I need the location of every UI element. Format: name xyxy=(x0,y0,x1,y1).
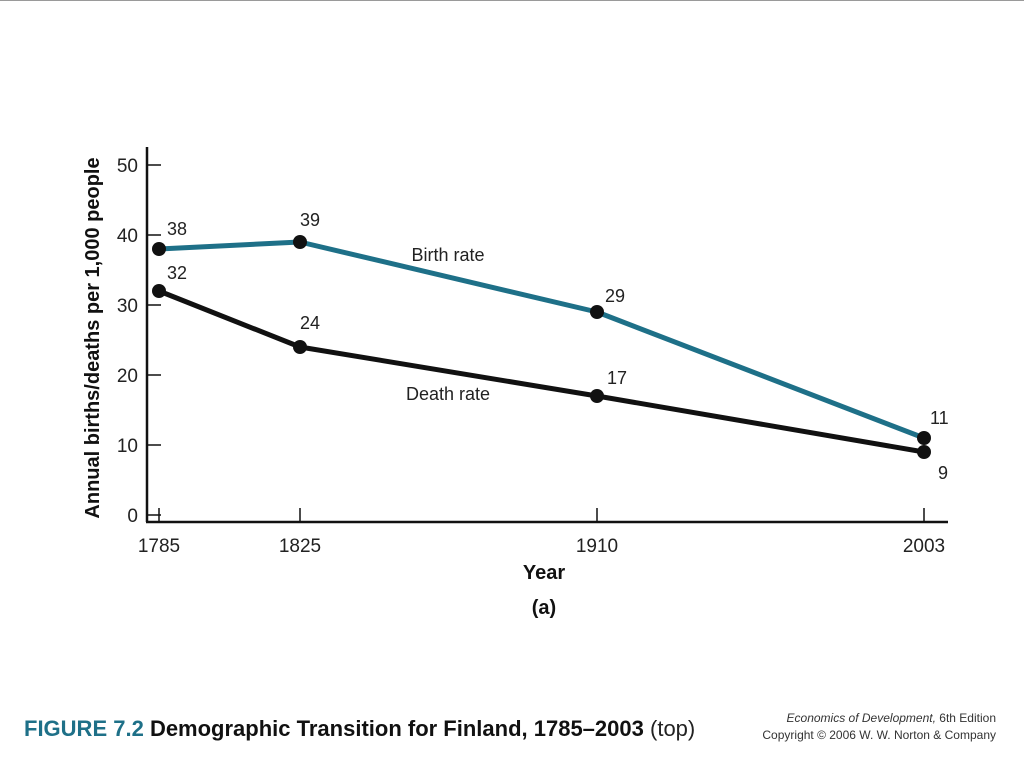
series-label: Birth rate xyxy=(411,245,484,265)
data-point xyxy=(917,431,931,445)
series-label: Death rate xyxy=(406,384,490,404)
figure-caption: FIGURE 7.2 Demographic Transition for Fi… xyxy=(24,716,695,742)
figure-number: FIGURE 7.2 xyxy=(24,716,144,741)
data-label: 29 xyxy=(605,286,625,306)
data-point xyxy=(293,235,307,249)
top-border xyxy=(0,0,1024,1)
data-label: 32 xyxy=(167,263,187,283)
data-point xyxy=(590,389,604,403)
data-label: 17 xyxy=(607,368,627,388)
figure-title: Demographic Transition for Finland, 1785… xyxy=(149,716,644,741)
y-axis-title: Annual births/deaths per 1,000 people xyxy=(82,157,104,518)
x-tick-label: 1785 xyxy=(138,536,180,557)
book-title: Economics of Development, xyxy=(786,711,936,725)
x-tick-label: 2003 xyxy=(903,536,945,557)
y-tick-label: 0 xyxy=(127,506,138,527)
data-point xyxy=(152,242,166,256)
y-tick-label: 50 xyxy=(117,156,138,177)
data-label: 38 xyxy=(167,219,187,239)
data-point xyxy=(917,445,931,459)
series-line-1 xyxy=(158,288,925,455)
data-point xyxy=(152,284,166,298)
y-tick-label: 10 xyxy=(117,436,138,457)
y-tick-label: 30 xyxy=(117,296,138,317)
y-tick-label: 40 xyxy=(117,226,138,247)
data-point xyxy=(293,340,307,354)
data-label: 11 xyxy=(930,408,949,428)
data-label: 39 xyxy=(300,210,320,230)
copyright-line: Copyright © 2006 W. W. Norton & Company xyxy=(762,728,996,742)
figure-qualifier: (top) xyxy=(650,716,696,741)
y-tick-label: 20 xyxy=(117,366,138,387)
series-line-0 xyxy=(158,239,925,441)
data-label: 9 xyxy=(938,463,948,483)
book-edition: 6th Edition xyxy=(939,711,996,725)
data-point xyxy=(590,305,604,319)
x-axis-title: Year xyxy=(523,562,565,584)
panel-label: (a) xyxy=(532,597,556,619)
x-tick-label: 1825 xyxy=(279,536,321,557)
x-tick-label: 1910 xyxy=(576,536,618,557)
publisher-credit: Economics of Development, 6th Edition Co… xyxy=(762,710,996,744)
data-label: 24 xyxy=(300,313,320,333)
